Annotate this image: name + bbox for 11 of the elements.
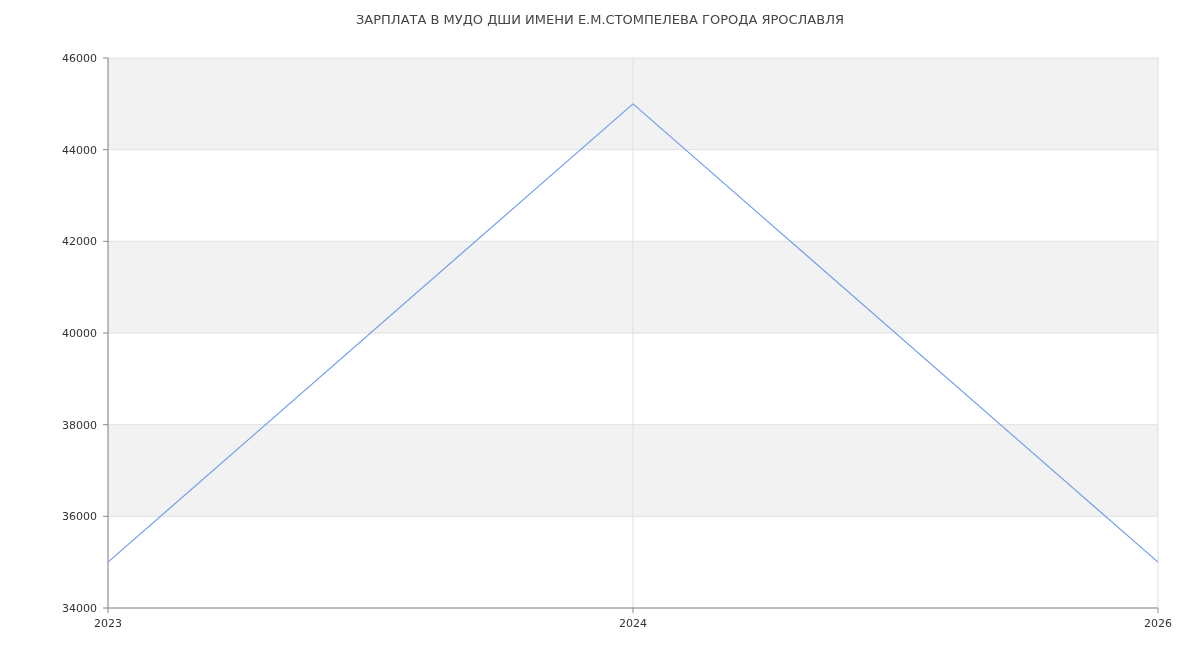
y-tick-label: 36000 [62,510,97,524]
y-tick-label: 46000 [62,51,97,65]
chart-title: ЗАРПЛАТА В МУДО ДШИ ИМЕНИ Е.М.СТОМПЕЛЕВА ГОРОДА ЯРОСЛАВЛЯ [356,12,844,27]
y-tick-label: 38000 [62,418,97,432]
y-tick-label: 42000 [62,235,97,249]
x-tick-label: 2023 [94,617,122,630]
y-tick-label: 40000 [62,326,97,340]
y-tick-label: 34000 [62,601,97,615]
y-tick-label: 44000 [62,143,97,157]
x-tick-label: 2026 [1144,617,1172,630]
x-tick-label: 2024 [619,617,647,630]
